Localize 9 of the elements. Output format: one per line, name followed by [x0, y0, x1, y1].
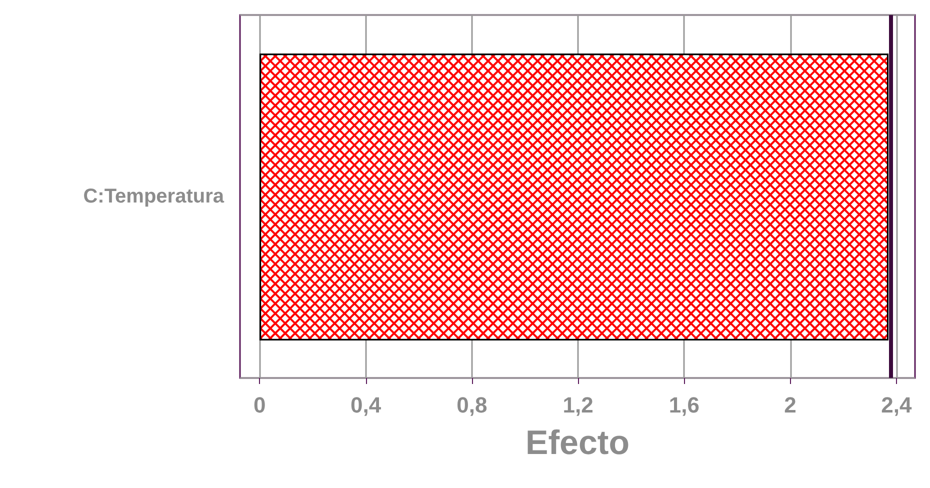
x-tick-label: 0 — [254, 392, 266, 418]
x-tick-label: 1,6 — [668, 392, 700, 418]
x-tick-label: 1,2 — [562, 392, 594, 418]
x-tick-label: 0,4 — [350, 392, 382, 418]
x-tick-label: 2 — [784, 392, 796, 418]
y-tick-label: C:Temperatura — [83, 186, 225, 208]
x-axis-title: Efecto — [526, 424, 630, 462]
x-tick-label: 2,4 — [881, 392, 912, 418]
x-tick-label: 0,8 — [456, 392, 488, 418]
